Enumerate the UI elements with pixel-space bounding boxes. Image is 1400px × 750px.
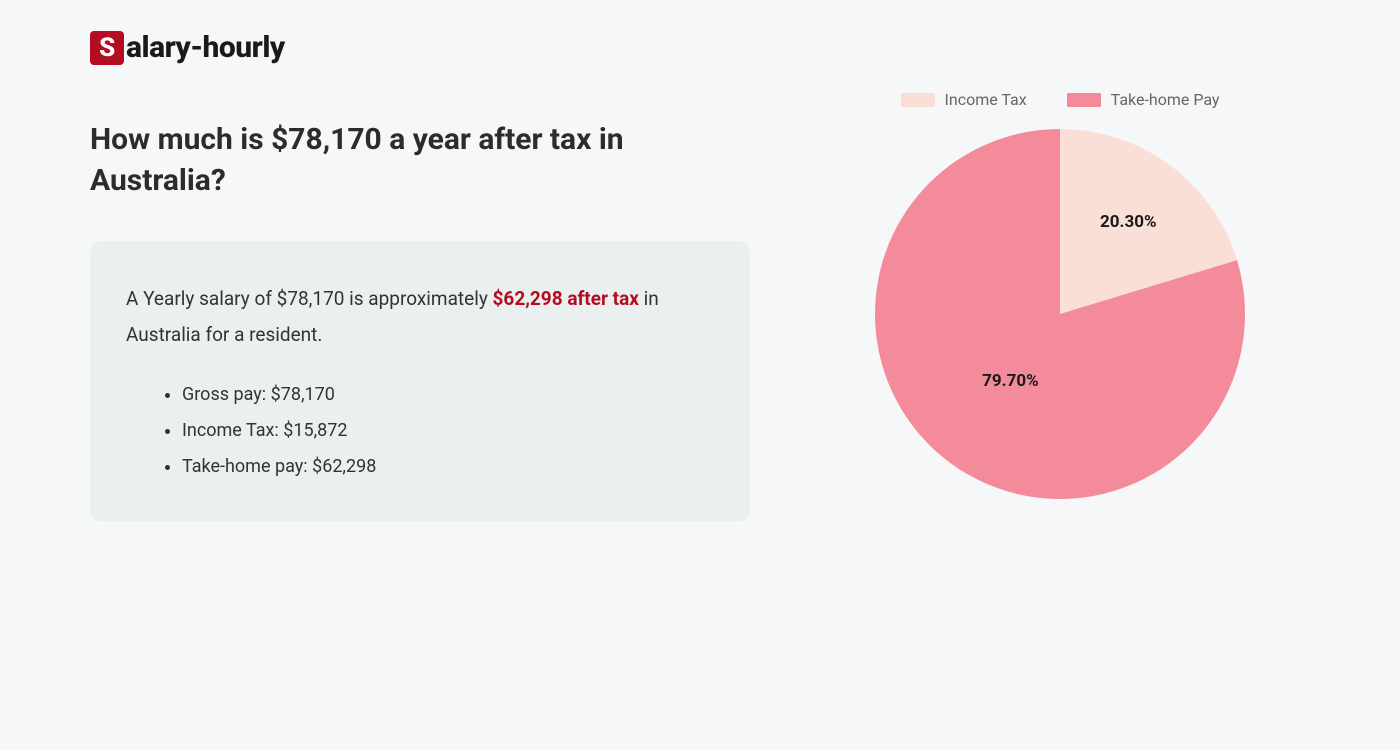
page-title: How much is $78,170 a year after tax in … [90, 120, 750, 201]
legend-label: Take-home Pay [1111, 90, 1220, 109]
slice-label-take-home: 79.70% [982, 371, 1039, 391]
site-logo: Salary-hourly [90, 30, 1310, 65]
summary-box: A Yearly salary of $78,170 is approximat… [90, 241, 750, 521]
summary-highlight: $62,298 after tax [493, 287, 639, 310]
pie-chart: 20.30% 79.70% [875, 129, 1245, 499]
summary-pre: A Yearly salary of $78,170 is approximat… [126, 287, 493, 310]
list-item: Take-home pay: $62,298 [182, 449, 714, 485]
summary-text: A Yearly salary of $78,170 is approximat… [126, 281, 714, 353]
legend-item-income-tax: Income Tax [901, 90, 1027, 109]
chart-legend: Income Tax Take-home Pay [810, 90, 1310, 109]
legend-item-take-home: Take-home Pay [1067, 90, 1220, 109]
legend-label: Income Tax [945, 90, 1027, 109]
slice-label-income-tax: 20.30% [1100, 212, 1157, 232]
list-item: Gross pay: $78,170 [182, 377, 714, 413]
logo-s-box: S [90, 31, 124, 65]
legend-swatch [901, 93, 935, 107]
summary-list: Gross pay: $78,170 Income Tax: $15,872 T… [126, 377, 714, 485]
legend-swatch [1067, 93, 1101, 107]
list-item: Income Tax: $15,872 [182, 413, 714, 449]
logo-text: alary-hourly [126, 30, 285, 65]
